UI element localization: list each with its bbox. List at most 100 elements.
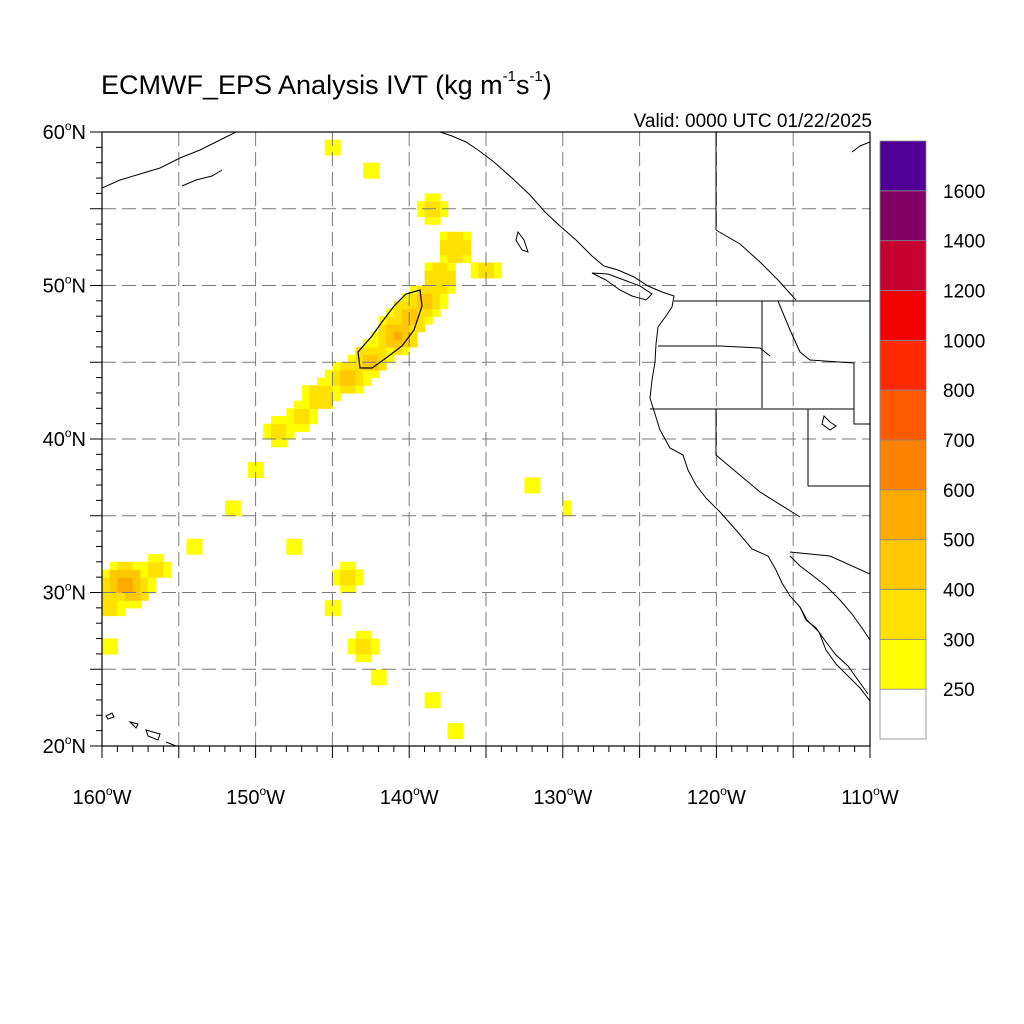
ivt-cell bbox=[562, 508, 572, 517]
ivt-cell bbox=[270, 415, 280, 425]
ivt-cell bbox=[370, 676, 380, 686]
ivt-cell bbox=[378, 346, 387, 356]
gridlines bbox=[102, 132, 870, 746]
ivt-cell bbox=[286, 538, 295, 548]
ivt-cell bbox=[363, 630, 372, 640]
ivt-cell bbox=[324, 385, 333, 394]
ivt-cell bbox=[386, 323, 395, 333]
ivt-cell bbox=[401, 308, 410, 317]
ivt-cell bbox=[432, 293, 441, 302]
ivt-cell bbox=[278, 415, 287, 425]
ivt-cell bbox=[393, 339, 403, 348]
ivt-cell bbox=[109, 592, 118, 601]
ivt-cell bbox=[155, 569, 165, 578]
ivt-cell bbox=[117, 577, 126, 586]
ivt-cell bbox=[286, 431, 295, 440]
ivt-cell bbox=[416, 323, 426, 333]
ivt-cell bbox=[286, 546, 295, 555]
ivt-cell bbox=[355, 577, 364, 586]
ivt-cell bbox=[109, 646, 118, 655]
ivt-cell bbox=[378, 323, 387, 333]
ivt-cell bbox=[424, 285, 433, 294]
ivt-cell bbox=[393, 346, 403, 356]
ivt-cell bbox=[562, 500, 572, 509]
ivt-cell bbox=[301, 400, 310, 409]
ivt-cell bbox=[148, 569, 157, 578]
ivt-cell bbox=[386, 308, 395, 317]
ivt-cell bbox=[155, 554, 165, 563]
ivt-cell bbox=[447, 231, 456, 241]
ivt-cell bbox=[447, 730, 456, 739]
ivt-cell bbox=[347, 362, 357, 371]
ivt-cell bbox=[486, 270, 495, 279]
ivt-cell bbox=[347, 577, 357, 586]
ivt-cell bbox=[370, 638, 380, 647]
ivt-cell bbox=[294, 546, 303, 555]
colorbar-label: 1200 bbox=[943, 282, 985, 303]
ivt-cell bbox=[278, 431, 287, 440]
ivt-cell bbox=[439, 247, 449, 256]
ivt-cell bbox=[140, 569, 149, 578]
ivt-cell bbox=[324, 147, 333, 156]
ivt-cell bbox=[102, 638, 111, 647]
ivt-cell bbox=[532, 477, 541, 486]
ivt-cell bbox=[247, 469, 257, 478]
ivt-cell bbox=[109, 561, 118, 571]
lat-label: 50oN bbox=[43, 273, 86, 298]
north-america-coastline bbox=[439, 132, 870, 702]
ivt-cell bbox=[255, 469, 264, 478]
ivt-cell bbox=[432, 270, 441, 279]
ivt-cell bbox=[194, 546, 203, 555]
ivt-cell bbox=[455, 239, 464, 248]
ivt-cell bbox=[340, 584, 349, 594]
ivt-cell bbox=[102, 607, 111, 617]
lake-salton bbox=[821, 415, 837, 431]
ivt-cell bbox=[401, 300, 410, 310]
ivt-cell bbox=[132, 592, 141, 601]
ivt-cell bbox=[432, 208, 441, 218]
ivt-cell bbox=[393, 331, 403, 340]
ivt-cell bbox=[432, 193, 441, 202]
alaska-coast bbox=[102, 132, 237, 189]
ivt-cell bbox=[332, 577, 341, 586]
ivt-cell bbox=[386, 354, 395, 363]
ivt-cell bbox=[332, 362, 341, 371]
ivt-cell bbox=[102, 569, 111, 578]
ivt-cell bbox=[324, 139, 333, 148]
ivt-cell bbox=[409, 331, 418, 340]
ivt-cell bbox=[370, 369, 380, 379]
ivt-cell bbox=[363, 646, 372, 655]
ivt-cell bbox=[355, 385, 364, 394]
colorbar-swatch bbox=[879, 290, 927, 341]
colorbar-swatch bbox=[879, 240, 927, 291]
latitude-labels: 60oN 50oN 40oN 30oN 20oN bbox=[43, 119, 86, 758]
ivt-cell bbox=[163, 569, 172, 578]
ivt-500-contour bbox=[357, 289, 423, 369]
ivt-cell bbox=[340, 569, 349, 578]
ivt-cell bbox=[294, 415, 303, 425]
ivt-cell bbox=[286, 415, 295, 425]
colorbar-label: 1000 bbox=[943, 331, 985, 352]
ivt-cell bbox=[270, 439, 280, 448]
lon-label: 140oW bbox=[380, 784, 439, 809]
ivt-cell bbox=[409, 323, 418, 333]
ivt-cell bbox=[317, 392, 326, 402]
ivt-cell bbox=[347, 569, 357, 578]
ivt-cell bbox=[378, 339, 387, 348]
ivt-cell bbox=[363, 339, 372, 348]
ivt-cell bbox=[332, 392, 341, 402]
ivt-cell bbox=[355, 354, 364, 363]
coastlines bbox=[102, 132, 870, 746]
ivt-cell bbox=[347, 638, 357, 647]
ivt-cell bbox=[340, 561, 349, 571]
ivt-cell bbox=[294, 423, 303, 432]
hawaii-3 bbox=[145, 729, 161, 741]
ivt-cell bbox=[447, 254, 456, 264]
ivt-cell bbox=[462, 231, 472, 241]
ivt-cell bbox=[109, 638, 118, 647]
ivt-cell bbox=[401, 346, 410, 356]
ivt-cell bbox=[117, 607, 126, 617]
ivt-cell bbox=[370, 346, 380, 356]
ivt-cell bbox=[355, 638, 364, 647]
